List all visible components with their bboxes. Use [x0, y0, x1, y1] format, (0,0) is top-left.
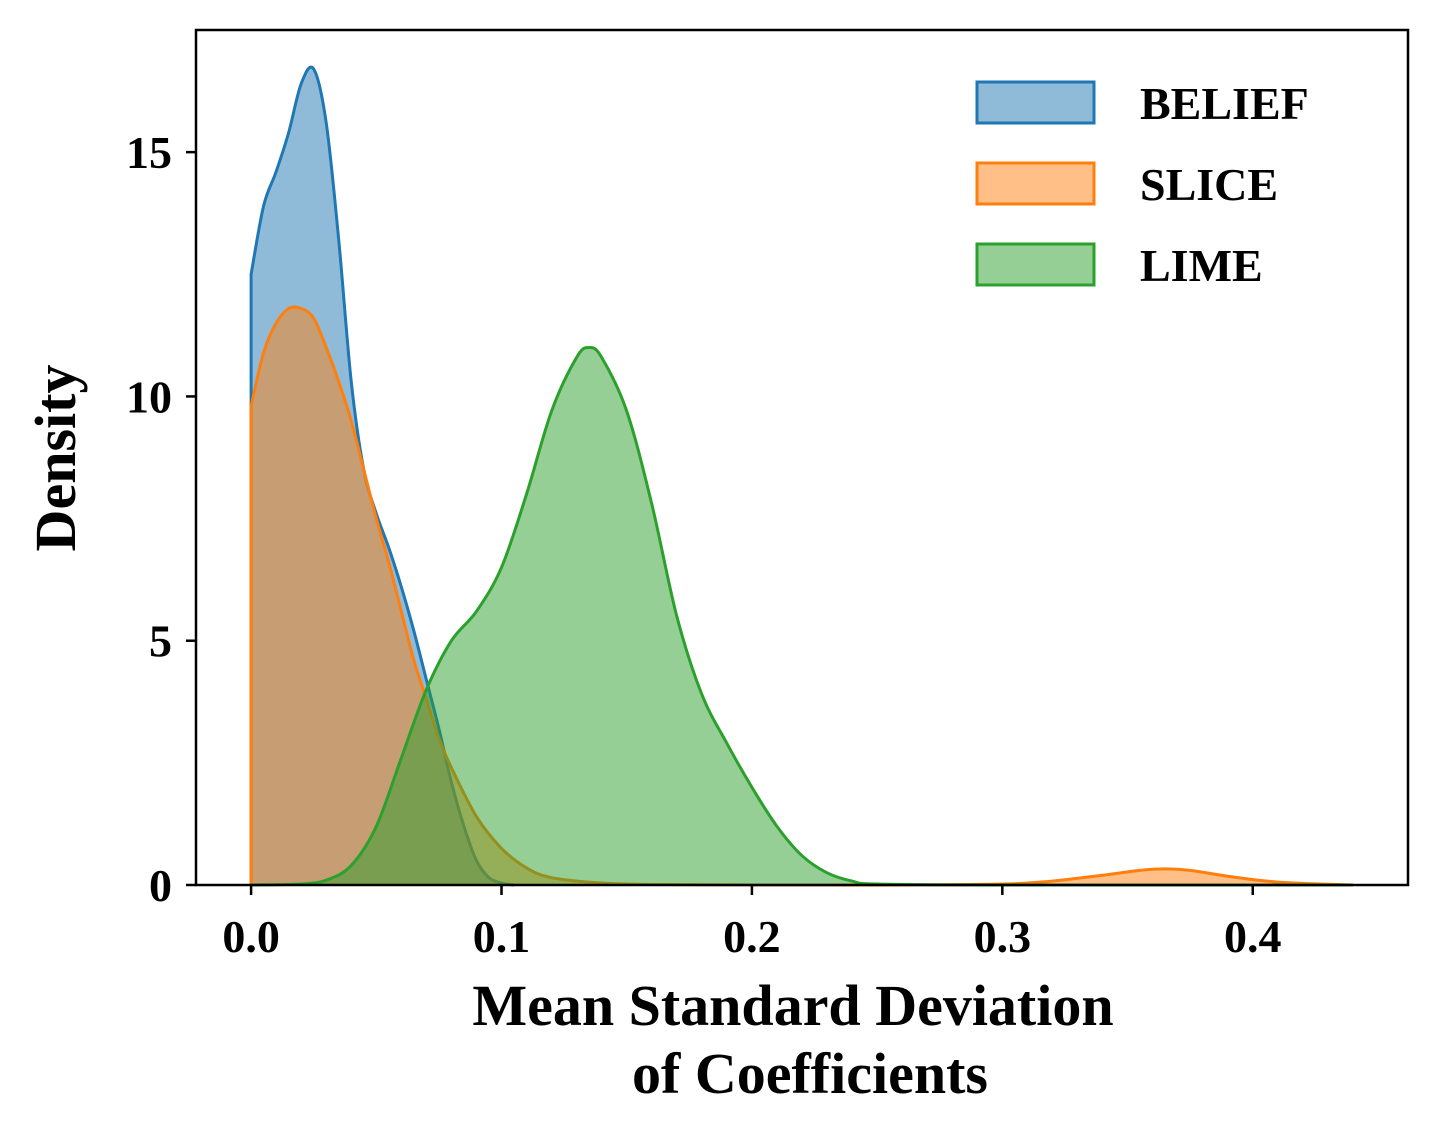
legend-swatch-slice — [975, 161, 1096, 206]
legend-label-belief: BELIEF — [1140, 78, 1309, 129]
series-area-lime — [251, 347, 1353, 885]
legend-swatch-belief — [975, 80, 1096, 125]
series-layer — [249, 65, 1353, 887]
plot-frame — [194, 28, 1410, 887]
legend-label-lime: LIME — [1140, 240, 1263, 291]
series-line-lime — [251, 346, 1353, 887]
ticks-layer: 0.0 0.1 0.2 0.3 0.4 0 5 10 15 — [126, 127, 1281, 962]
x-tick-label: 0.4 — [1224, 911, 1282, 962]
x-tick-label: 0.3 — [974, 911, 1032, 962]
series-area-slice — [251, 306, 1353, 886]
legend-label-slice: SLICE — [1140, 159, 1278, 210]
x-axis-label-line-2: of Coefficients — [632, 1041, 988, 1106]
y-tick-label: 15 — [126, 127, 172, 178]
x-tick-label: 0.0 — [222, 911, 280, 962]
y-axis-label: Density — [23, 365, 88, 552]
legend-swatch-lime — [975, 242, 1096, 287]
y-tick-label: 0 — [149, 860, 172, 911]
x-tick-label: 0.2 — [723, 911, 781, 962]
x-axis-label-line-1: Mean Standard Deviation — [472, 973, 1113, 1038]
y-tick-label: 10 — [126, 371, 172, 422]
x-tick-label: 0.1 — [473, 911, 531, 962]
legend: BELIEF SLICE LIME — [975, 78, 1309, 291]
y-tick-label: 5 — [149, 616, 172, 667]
